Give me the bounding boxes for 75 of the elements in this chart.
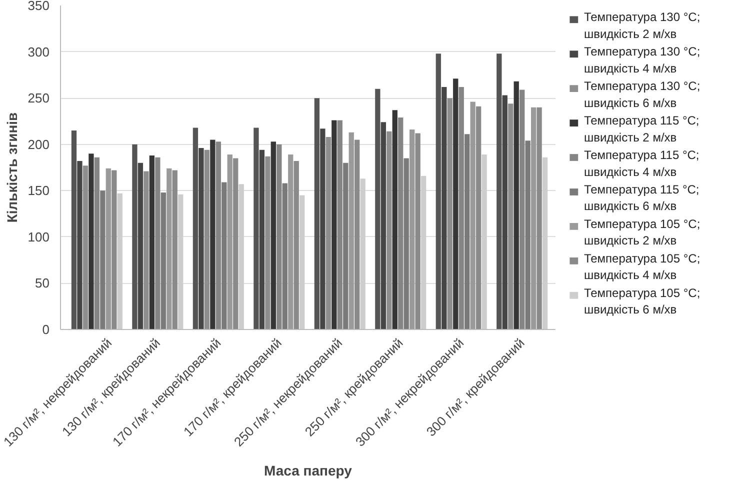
bar xyxy=(436,54,441,330)
bar xyxy=(77,161,82,330)
bar xyxy=(470,102,476,330)
x-axis-title: Маса паперу xyxy=(264,462,352,479)
bar xyxy=(265,156,270,330)
bar xyxy=(88,154,94,330)
bar xyxy=(227,154,232,330)
bar xyxy=(354,140,360,330)
legend-label: Температура 130 °C; швидкість 4 м/хв xyxy=(584,44,700,76)
y-tick-label: 350 xyxy=(28,0,50,13)
bar xyxy=(530,107,536,330)
bar xyxy=(106,168,111,330)
bar xyxy=(144,171,149,330)
bar xyxy=(138,162,144,330)
bar xyxy=(453,78,458,330)
bar xyxy=(447,98,452,330)
bar xyxy=(392,110,398,330)
y-tick-label: 150 xyxy=(28,183,50,198)
bar xyxy=(326,136,331,330)
bar xyxy=(502,95,508,330)
bar xyxy=(132,144,138,330)
y-tick-label: 300 xyxy=(28,44,50,60)
bar xyxy=(178,194,184,330)
legend-label: Температура 105 °C; швидкість 2 м/хв xyxy=(584,216,700,248)
bar xyxy=(360,178,366,330)
bar xyxy=(112,170,117,330)
bar xyxy=(514,81,519,330)
legend-label: Температура 105 °C; швидкість 6 м/хв xyxy=(584,286,700,317)
bar xyxy=(210,140,216,330)
bar xyxy=(204,150,210,330)
legend-label: Температура 115 °C; швидкість 4 м/хв xyxy=(584,148,700,179)
bar xyxy=(332,120,337,330)
bar xyxy=(314,98,320,330)
bar xyxy=(172,170,178,330)
bar xyxy=(300,195,305,330)
bar xyxy=(238,184,244,330)
bar xyxy=(386,131,392,330)
bar xyxy=(233,158,238,330)
bar xyxy=(259,150,265,330)
y-tick-label: 0 xyxy=(42,322,50,337)
bar xyxy=(254,128,259,330)
bar xyxy=(82,166,88,330)
bar xyxy=(375,88,380,330)
bar xyxy=(198,148,204,330)
legend-label: Температура 130 °C; швидкість 6 м/хв xyxy=(584,79,700,110)
legend-label: Температура 115 °C; швидкість 2 м/хв xyxy=(584,113,700,144)
y-tick-label: 200 xyxy=(28,136,50,152)
y-tick-label: 250 xyxy=(28,90,50,106)
bar xyxy=(166,168,172,330)
bar xyxy=(380,122,386,330)
bar xyxy=(415,133,420,330)
legend-label: Температура 115 °C; швидкість 6 м/хв xyxy=(584,182,700,214)
bar xyxy=(442,86,447,330)
bar xyxy=(410,130,415,330)
bar xyxy=(320,128,326,330)
legend-label: Температура 105 °C; швидкість 4 м/хв xyxy=(584,251,700,282)
bar xyxy=(496,54,502,330)
bar xyxy=(482,154,487,330)
bar xyxy=(542,157,548,330)
bar xyxy=(348,132,354,330)
bar xyxy=(536,107,542,330)
bar xyxy=(294,161,299,330)
bar xyxy=(476,106,482,330)
legend-label: Температура 130 °C; швидкість 2 м/хв xyxy=(584,10,700,41)
bar xyxy=(420,176,426,330)
bar xyxy=(508,104,514,330)
y-tick-label: 100 xyxy=(28,229,50,244)
bar xyxy=(288,154,294,330)
bar xyxy=(149,155,155,330)
bar xyxy=(192,128,198,330)
bar xyxy=(270,142,276,330)
y-axis-title: Кількість згинів xyxy=(4,112,20,223)
bar xyxy=(117,193,122,330)
bar xyxy=(71,130,77,330)
y-tick-label: 50 xyxy=(35,276,50,291)
